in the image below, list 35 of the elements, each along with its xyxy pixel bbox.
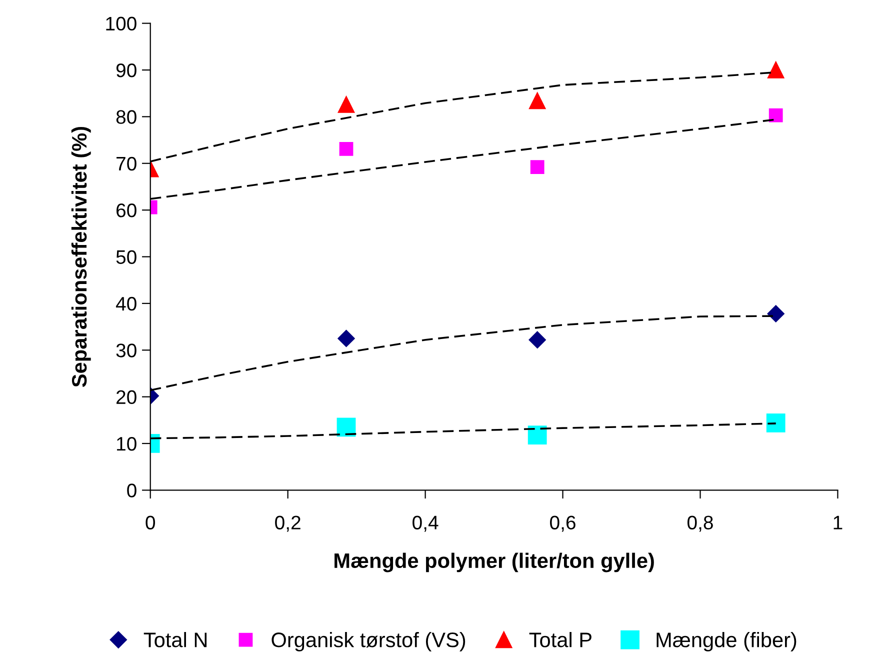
y-tick-label: 80 bbox=[116, 110, 136, 124]
y-tick-label: 100 bbox=[106, 16, 136, 31]
y-tick-label: 30 bbox=[116, 344, 136, 358]
y-tick-label: 70 bbox=[116, 156, 136, 171]
y-tick-label: 90 bbox=[116, 63, 136, 78]
point bbox=[339, 142, 354, 156]
x-tick-label: 0,6 bbox=[550, 516, 576, 532]
point bbox=[528, 331, 546, 348]
y-tick-label: 60 bbox=[116, 204, 136, 218]
x-tick-label: 0,2 bbox=[275, 516, 300, 532]
y-tick-label: 20 bbox=[116, 390, 136, 404]
point bbox=[338, 96, 355, 113]
point bbox=[338, 330, 355, 347]
point bbox=[768, 108, 783, 122]
y-axis-title: Separationseffektivitet (%) bbox=[71, 126, 91, 387]
point bbox=[766, 414, 786, 432]
legend-label: Total P bbox=[529, 632, 592, 648]
legend-label: Organisk tørstof (VS) bbox=[272, 632, 466, 652]
y-tick-label: 50 bbox=[116, 250, 136, 264]
y-tick-label: 40 bbox=[116, 296, 136, 311]
x-tick-label: 0 bbox=[146, 516, 156, 530]
x-tick-label: 1 bbox=[834, 516, 842, 530]
x-tick-label: 0,8 bbox=[687, 516, 713, 532]
legend-label: Total N bbox=[144, 632, 207, 648]
point bbox=[336, 418, 356, 437]
point bbox=[768, 62, 784, 78]
point bbox=[767, 305, 784, 322]
point bbox=[528, 426, 547, 445]
x-axis-title: Mængde polymer (liter/ton gylle) bbox=[334, 552, 654, 572]
point bbox=[529, 92, 546, 110]
y-tick-label: 0 bbox=[127, 484, 136, 498]
legend-label: Mængde (fiber) bbox=[656, 632, 796, 652]
y-tick-label: 10 bbox=[117, 436, 136, 451]
point bbox=[530, 160, 544, 174]
x-tick-label: 0,4 bbox=[412, 516, 438, 532]
